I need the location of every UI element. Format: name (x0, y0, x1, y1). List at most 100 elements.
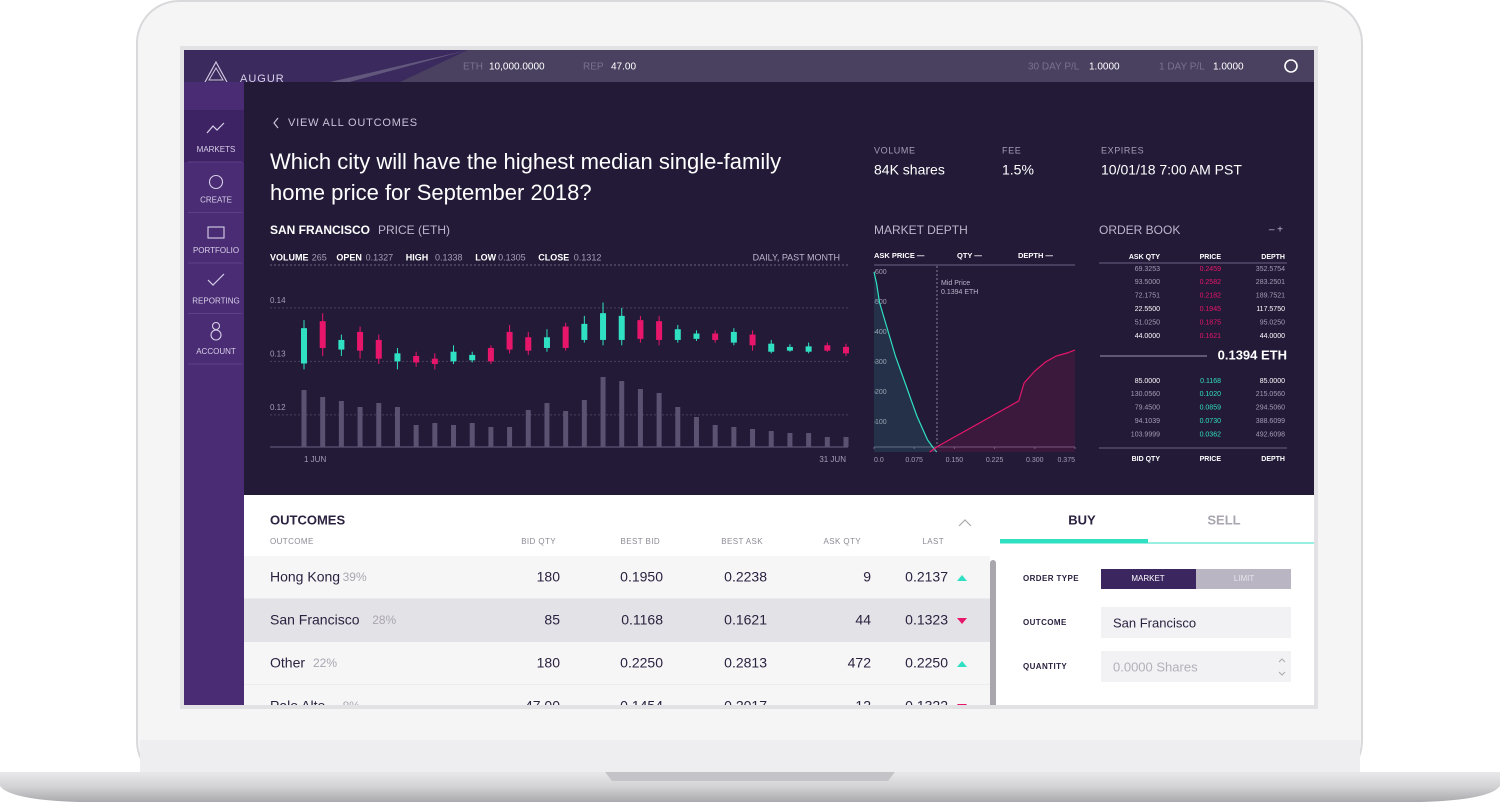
buy-tab[interactable]: BUY (1068, 512, 1096, 527)
create-icon (208, 174, 224, 190)
bid-cell: 94.1039 (1135, 418, 1160, 425)
y-tick-label: 600 (875, 269, 887, 276)
nav-item[interactable]: PORTFOLIO (193, 246, 239, 255)
summary-value: 0.1312 (574, 252, 602, 262)
outcome-percent: 39% (343, 570, 367, 584)
trend-arrow (957, 618, 967, 624)
outcome-last: 0.1322 (905, 698, 948, 705)
zoom-controls[interactable]: – + (1269, 225, 1283, 236)
sidebar (184, 82, 244, 705)
chart-title: ORDER BOOK (1099, 223, 1180, 237)
pl1-value: 1.0000 (1213, 62, 1244, 73)
volume-bar (843, 437, 849, 447)
volume-bar (394, 407, 400, 447)
ask-cell: 117.5750 (1256, 306, 1285, 313)
ask-cell: 0.2582 (1200, 279, 1222, 286)
stat-label: EXPIRES (1101, 145, 1144, 155)
candle-body (693, 333, 700, 339)
nav-item[interactable]: CREATE (200, 196, 232, 205)
nav-item[interactable]: MARKETS (197, 145, 236, 154)
volume-bar (338, 401, 344, 447)
depth-header: QTY — (957, 251, 982, 260)
outcome-name: SAN FRANCISCO (270, 223, 370, 237)
ask-cell: 189.7521 (1256, 293, 1285, 300)
outcome-row[interactable] (244, 556, 990, 599)
quantity-input[interactable] (1101, 651, 1291, 682)
volume-bar (600, 377, 606, 447)
logo-panel (184, 50, 468, 82)
spinner-up[interactable] (1278, 658, 1286, 663)
candle-body (712, 333, 719, 340)
logo-icon-inner (208, 67, 224, 81)
volume-bar (320, 397, 326, 447)
outcome-name: San Francisco (270, 612, 360, 628)
outcome-name: Other (270, 655, 305, 671)
outcome-ask-qty: 44 (855, 612, 871, 628)
bid-cell: 79.4500 (1135, 405, 1160, 412)
candle-body (749, 334, 756, 346)
candle-body (487, 347, 494, 362)
notification-icon[interactable] (1284, 59, 1298, 73)
back-link[interactable]: VIEW ALL OUTCOMES (288, 117, 418, 129)
outcome-ask-qty: 472 (848, 655, 872, 671)
outcome-input[interactable] (1101, 607, 1291, 638)
y-tick-label: 0.12 (270, 403, 286, 412)
outcome-row[interactable] (244, 642, 990, 685)
order-type-option[interactable]: LIMIT (1234, 574, 1255, 583)
scrollbar[interactable] (990, 560, 996, 705)
volume-bar (712, 425, 718, 447)
outcome-best-ask: 0.2017 (724, 698, 767, 705)
volume-bar (824, 437, 830, 447)
outcome-last: 0.2137 (905, 569, 948, 585)
outcome-bid-qty: 47.00 (525, 698, 560, 705)
outcome-bid-qty: 180 (537, 655, 561, 671)
nav-item[interactable]: REPORTING (192, 297, 239, 306)
candle-body (786, 346, 793, 351)
rep-label: REP (583, 62, 604, 73)
period-select[interactable]: DAILY, PAST MONTH (753, 252, 840, 262)
limit-toggle[interactable] (1196, 569, 1291, 589)
candle-body (600, 313, 607, 340)
ask-cell: 72.1751 (1135, 293, 1160, 300)
order-type-option[interactable]: MARKET (1131, 574, 1164, 583)
y-tick-label: 0.14 (270, 296, 286, 305)
collapse-caret[interactable] (958, 519, 972, 527)
candle-body (656, 321, 663, 340)
market-toggle[interactable] (1101, 569, 1196, 589)
ask-header: DEPTH (1261, 254, 1285, 261)
trend-arrow (957, 575, 967, 581)
ask-cell: 95.0250 (1260, 319, 1285, 326)
volume-bar (619, 381, 625, 447)
stat-value: 1.5% (1002, 162, 1034, 178)
ask-cell: 69.3253 (1135, 266, 1160, 273)
outcome-row[interactable] (244, 599, 990, 642)
bid-cell: 85.0000 (1135, 378, 1160, 385)
stat-value: 10/01/18 7:00 AM PST (1101, 162, 1242, 178)
x-tick-label: 0.300 (1026, 457, 1044, 464)
volume-bar (731, 427, 737, 447)
outcome-name: Hong Kong (270, 569, 340, 585)
ask-cell: 93.5000 (1135, 279, 1160, 286)
nav-item[interactable]: ACCOUNT (196, 347, 236, 356)
candle-body (525, 337, 532, 351)
summary-label: CLOSE (538, 252, 569, 262)
stat-value: 84K shares (874, 162, 945, 178)
ask-cell: 0.2459 (1200, 266, 1222, 273)
field-label: ORDER TYPE (1023, 574, 1079, 583)
outcome-best-bid: 0.2250 (620, 655, 663, 671)
y-tick-label: 100 (875, 419, 887, 426)
y-tick-label: 500 (875, 299, 887, 306)
ask-cell: 0.2182 (1200, 293, 1222, 300)
volume-bar (544, 403, 550, 447)
depth-header: ASK PRICE — (874, 251, 925, 260)
back-arrow[interactable] (273, 117, 279, 129)
outcome-row[interactable] (244, 685, 990, 705)
outcome-best-ask: 0.1621 (724, 612, 767, 628)
sell-tab[interactable]: SELL (1207, 512, 1240, 527)
spinner-down[interactable] (1278, 671, 1286, 676)
volume-bar (768, 431, 774, 447)
depth-line (929, 349, 1076, 453)
outcome-best-ask: 0.2813 (724, 655, 767, 671)
column-header: OUTCOME (270, 537, 314, 546)
